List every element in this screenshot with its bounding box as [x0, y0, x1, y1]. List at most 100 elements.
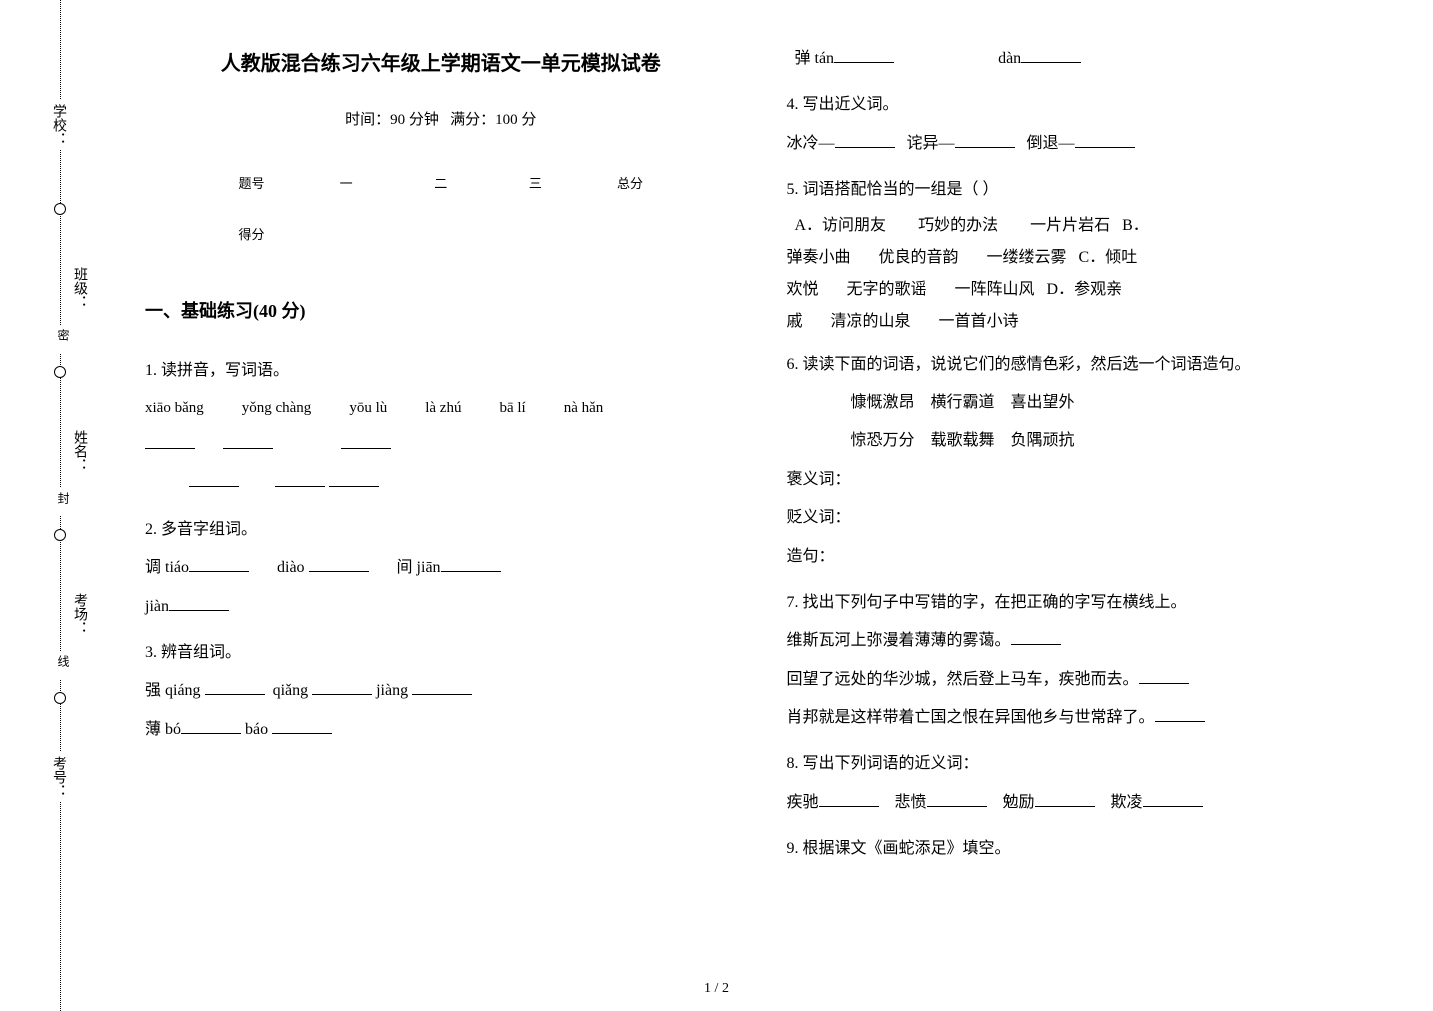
q2-line1: 调 tiáo diào 间 jiān	[145, 549, 737, 587]
blank[interactable]	[145, 433, 195, 449]
blank[interactable]	[312, 679, 372, 695]
q6-l3: 造句：	[787, 538, 1379, 576]
spine-word-mi: 密	[55, 325, 72, 353]
blank[interactable]	[819, 791, 879, 807]
exam-title: 人教版混合练习六年级上学期语文一单元模拟试卷	[145, 40, 737, 88]
blank[interactable]	[272, 718, 332, 734]
exam-subtitle: 时间：90 分钟 满分：100 分	[145, 102, 737, 138]
q6-stem: 6. 读读下面的词语，说说它们的感情色彩，然后选一个词语造句。	[787, 346, 1379, 384]
blank[interactable]	[223, 433, 273, 449]
blank[interactable]	[1143, 791, 1203, 807]
score-cell: 二	[393, 158, 488, 209]
spine-label-name: 姓名：	[69, 426, 89, 476]
blank[interactable]	[1011, 629, 1061, 645]
q6-word: 慷慨激昂	[851, 394, 915, 411]
score-cell: 一	[299, 158, 394, 209]
blank[interactable]	[169, 595, 229, 611]
q5-opt: B．	[1122, 217, 1149, 234]
q6-word: 惊恐万分	[851, 432, 915, 449]
q4-stem: 4. 写出近义词。	[787, 86, 1379, 124]
spine-circle	[54, 529, 66, 541]
q1-stem: 1. 读拼音，写词语。	[145, 352, 737, 390]
question-7: 7. 找出下列句子中写错的字，在把正确的字写在横线上。 维斯瓦河上弥漫着薄薄的雾…	[787, 584, 1379, 738]
blank[interactable]	[834, 47, 894, 63]
q5-stem: 5. 词语搭配恰当的一组是（ ）	[787, 171, 1379, 209]
question-4: 4. 写出近义词。 冰冷— 诧异— 倒退—	[787, 86, 1379, 163]
q5-opt: 一阵阵山风	[955, 281, 1035, 298]
spine-label-number: 考号：	[48, 752, 68, 802]
score-table: 题号 一 二 三 总分 得分	[204, 158, 677, 260]
blank[interactable]	[189, 556, 249, 572]
blank[interactable]	[955, 132, 1015, 148]
q5-opt: 戚	[787, 313, 803, 330]
q3-item: dàn	[998, 50, 1021, 67]
blank[interactable]	[1155, 706, 1205, 722]
pinyin-item: nà hǎn	[564, 390, 604, 426]
q6-word: 喜出望外	[1011, 394, 1075, 411]
q6-l1: 褒义词：	[787, 461, 1379, 499]
q1-blanks	[145, 426, 737, 464]
blank[interactable]	[1075, 132, 1135, 148]
q4-item: 冰冷—	[787, 135, 835, 152]
pinyin-item: bā lí	[499, 390, 525, 426]
q3-item: 薄 bó	[145, 721, 181, 738]
q5-opt: 弹奏小曲	[787, 249, 851, 266]
q3-item: báo	[245, 721, 268, 738]
blank[interactable]	[205, 679, 265, 695]
blank[interactable]	[189, 471, 239, 487]
q1-pinyins: xiāo bǎng yǒng chàng yōu lù là zhú bā lí…	[145, 390, 737, 426]
q2-line2: jiàn	[145, 588, 737, 626]
blank[interactable]	[329, 471, 379, 487]
q1-blanks-2	[145, 464, 737, 502]
blank[interactable]	[835, 132, 895, 148]
score-cell: 三	[488, 158, 583, 209]
q3-continued: 弹 tán dàn	[787, 40, 1379, 78]
blank[interactable]	[341, 433, 391, 449]
question-2: 2. 多音字组词。 调 tiáo diào 间 jiān jiàn	[145, 511, 737, 626]
section-1-head: 一、基础练习(40 分)	[145, 290, 737, 333]
q5-opt: 一首首小诗	[939, 313, 1019, 330]
q3-stem: 3. 辨音组词。	[145, 634, 737, 672]
spine-word-xian: 线	[55, 651, 72, 679]
q7-s2: 回望了远处的华沙城，然后登上马车，疾弛而去。	[787, 661, 1379, 699]
score-cell: 题号	[204, 158, 299, 209]
q6-word: 横行霸道	[931, 394, 995, 411]
q5-opt: 巧妙的办法	[918, 217, 998, 234]
q2-item: jiàn	[145, 598, 169, 615]
spine-circle	[54, 203, 66, 215]
q5-opt: 优良的音韵	[879, 249, 959, 266]
blank[interactable]	[441, 556, 501, 572]
score-cell	[488, 209, 583, 260]
blank[interactable]	[275, 471, 325, 487]
q2-item: 调 tiáo	[145, 559, 189, 576]
q3-item: qiǎng	[273, 682, 309, 699]
spine-circle	[54, 366, 66, 378]
right-column: 弹 tán dàn 4. 写出近义词。 冰冷— 诧异— 倒退— 5. 词语搭配恰…	[762, 40, 1404, 991]
q5-opt: 一片片岩石	[1030, 217, 1110, 234]
q4-item: 倒退—	[1027, 135, 1075, 152]
blank[interactable]	[927, 791, 987, 807]
q8-stem: 8. 写出下列词语的近义词：	[787, 745, 1379, 783]
blank[interactable]	[1035, 791, 1095, 807]
q7-s3: 肖邦就是这样带着亡国之恨在异国他乡与世常辞了。	[787, 699, 1379, 737]
blank[interactable]	[1021, 47, 1081, 63]
score-cell	[299, 209, 394, 260]
pinyin-item: xiāo bǎng	[145, 390, 204, 426]
spine-label-room: 考场：	[69, 589, 89, 639]
q3-line1: 强 qiáng qiǎng jiàng	[145, 672, 737, 710]
q2-item: 间 jiān	[397, 559, 441, 576]
q7-sentence: 维斯瓦河上弥漫着薄薄的雾蔼。	[787, 632, 1011, 649]
score-cell	[393, 209, 488, 260]
q5-options: A．访问朋友 巧妙的办法 一片片岩石 B． 弹奏小曲 优良的音韵 一缕缕云雾 C…	[787, 210, 1379, 338]
blank[interactable]	[412, 679, 472, 695]
blank[interactable]	[181, 718, 241, 734]
left-column: 人教版混合练习六年级上学期语文一单元模拟试卷 时间：90 分钟 满分：100 分…	[120, 40, 762, 991]
score-row-header: 题号 一 二 三 总分	[204, 158, 677, 209]
blank[interactable]	[1139, 668, 1189, 684]
q5-opt: 欢悦	[787, 281, 819, 298]
q6-l2: 贬义词：	[787, 499, 1379, 537]
q5-opt: C．倾吐	[1079, 249, 1138, 266]
time-label: 时间：90 分钟	[345, 112, 439, 128]
blank[interactable]	[309, 556, 369, 572]
question-9: 9. 根据课文《画蛇添足》填空。	[787, 830, 1379, 868]
